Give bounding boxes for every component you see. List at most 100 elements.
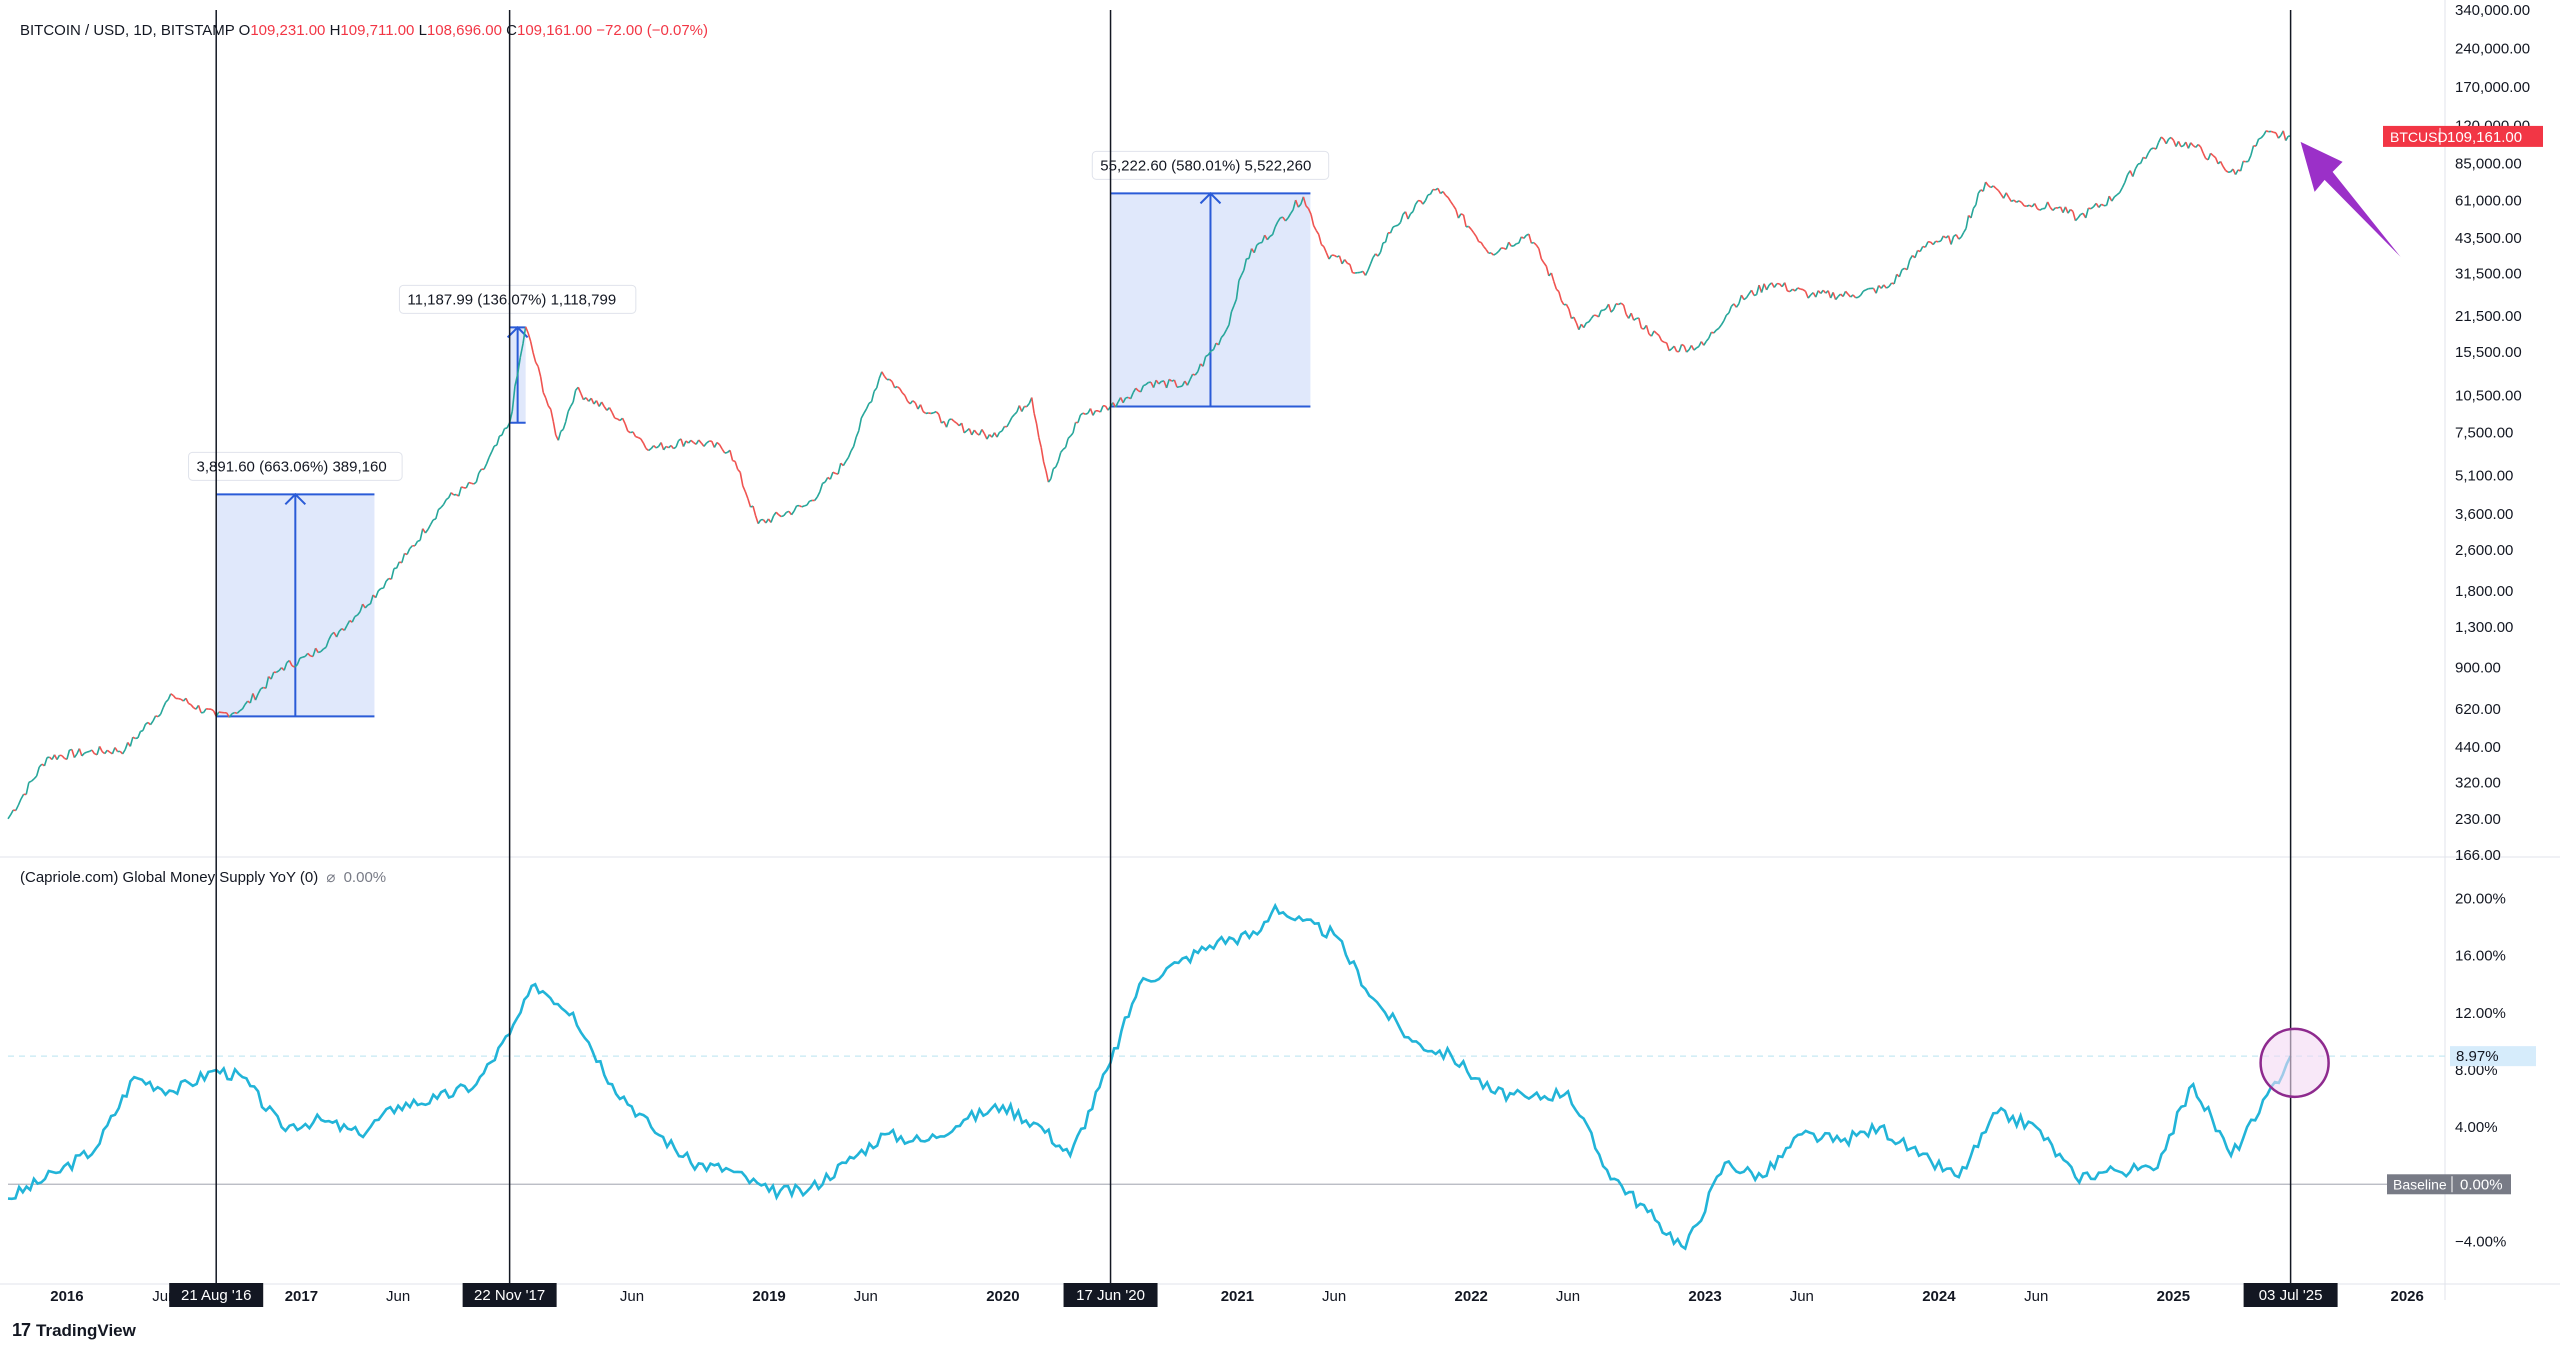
price-segment xyxy=(72,749,74,757)
price-segment xyxy=(581,393,584,399)
price-segment xyxy=(1479,242,1481,243)
price-segment xyxy=(2133,169,2136,177)
change-value: −72.00 (−0.07%) xyxy=(596,22,708,39)
time-axis-label: 2017 xyxy=(285,1288,318,1305)
price-segment xyxy=(1180,386,1183,387)
price-segment xyxy=(910,401,913,404)
price-segment xyxy=(1347,263,1350,264)
price-segment xyxy=(2009,197,2012,201)
time-axis-label: 2020 xyxy=(986,1288,1019,1305)
price-segment xyxy=(26,782,29,794)
price-segment xyxy=(776,512,779,515)
date-marker-label: 22 Nov '17 xyxy=(474,1287,545,1304)
price-segment xyxy=(1574,317,1576,323)
price-segment xyxy=(1566,304,1568,309)
price-segment xyxy=(1371,258,1374,264)
price-segment xyxy=(1724,315,1727,321)
price-segment xyxy=(397,562,400,568)
price-segment xyxy=(376,591,379,598)
price-segment xyxy=(1481,242,1483,246)
price-segment xyxy=(1863,290,1866,291)
price-segment xyxy=(1415,201,1417,205)
price-segment xyxy=(591,398,594,404)
price-segment xyxy=(1998,191,2001,195)
price-segment xyxy=(84,752,86,753)
price-segment xyxy=(743,486,746,492)
price-segment xyxy=(1041,448,1043,462)
price-segment xyxy=(1838,294,1840,296)
price-segment xyxy=(2216,158,2218,164)
price-axis-label: 10,500.00 xyxy=(2455,387,2522,404)
price-segment xyxy=(1687,350,1689,352)
price-segment xyxy=(921,405,924,412)
price-segment xyxy=(964,431,967,433)
price-segment xyxy=(1259,242,1262,243)
price-segment xyxy=(817,492,820,497)
price-segment xyxy=(807,501,810,505)
price-segment xyxy=(407,549,410,555)
price-segment xyxy=(671,446,673,449)
price-segment xyxy=(303,657,306,658)
price-segment xyxy=(436,510,439,519)
crossed-circle-icon[interactable]: ⌀ xyxy=(326,869,335,886)
price-segment xyxy=(1451,202,1454,206)
price-segment xyxy=(1499,248,1502,251)
price-segment xyxy=(191,705,194,708)
price-segment xyxy=(1752,290,1755,295)
price-segment xyxy=(681,439,683,447)
price-segment xyxy=(1506,242,1509,249)
price-segment xyxy=(714,443,717,448)
price-segment xyxy=(1657,333,1660,335)
price-segment xyxy=(2193,146,2195,148)
price-segment xyxy=(428,525,431,530)
tradingview-logo[interactable]: 17 TradingView xyxy=(12,1320,136,1341)
price-segment xyxy=(484,464,487,469)
price-segment xyxy=(300,657,303,658)
price-segment xyxy=(2091,207,2094,209)
price-segment xyxy=(2261,135,2264,138)
price-segment xyxy=(1884,285,1887,288)
price-axis-label: 21,500.00 xyxy=(2455,308,2522,325)
price-segment xyxy=(2191,143,2193,146)
price-segment xyxy=(2112,197,2115,201)
price-segment xyxy=(1846,291,1848,294)
price-segment xyxy=(1803,290,1806,292)
price-segment xyxy=(1438,188,1441,193)
price-segment xyxy=(1378,252,1381,256)
indicator-header: (Capriole.com) Global Money Supply YoY (… xyxy=(20,868,386,886)
price-segment xyxy=(504,428,507,429)
price-segment xyxy=(318,652,321,653)
price-segment xyxy=(725,452,728,453)
measure-box-3: 55,222.60 (580.01%) 5,522,260 xyxy=(1092,151,1328,406)
price-segment xyxy=(37,767,40,776)
price-segment xyxy=(1007,422,1009,426)
price-segment xyxy=(8,815,11,819)
price-segment xyxy=(171,694,174,696)
price-segment xyxy=(1808,295,1811,298)
price-segment xyxy=(1978,190,1980,193)
price-segment xyxy=(872,391,875,401)
price-segment xyxy=(649,449,652,451)
price-segment xyxy=(820,483,823,491)
price-segment xyxy=(112,747,115,753)
price-segment xyxy=(1051,469,1053,479)
price-segment xyxy=(2022,203,2025,206)
price-segment xyxy=(1866,289,1869,290)
price-segment xyxy=(869,402,872,404)
price-segment xyxy=(1406,212,1408,219)
price-segment xyxy=(1456,209,1459,218)
price-tag-symbol: BTCUSD xyxy=(2390,129,2448,145)
price-segment xyxy=(115,747,118,751)
symbol-title: BITCOIN / USD, 1D, BITSTAMP xyxy=(20,22,234,39)
price-segment xyxy=(1428,194,1430,195)
price-segment xyxy=(1484,247,1486,250)
price-segment xyxy=(1083,413,1086,414)
price-segment xyxy=(2251,146,2254,156)
price-segment xyxy=(2211,153,2213,155)
time-axis-label: Jun xyxy=(2024,1288,2048,1305)
price-segment xyxy=(21,794,24,799)
price-segment xyxy=(1936,241,1939,242)
price-segment xyxy=(2040,209,2043,211)
date-marker-tag: 21 Aug '16 xyxy=(169,1283,263,1307)
